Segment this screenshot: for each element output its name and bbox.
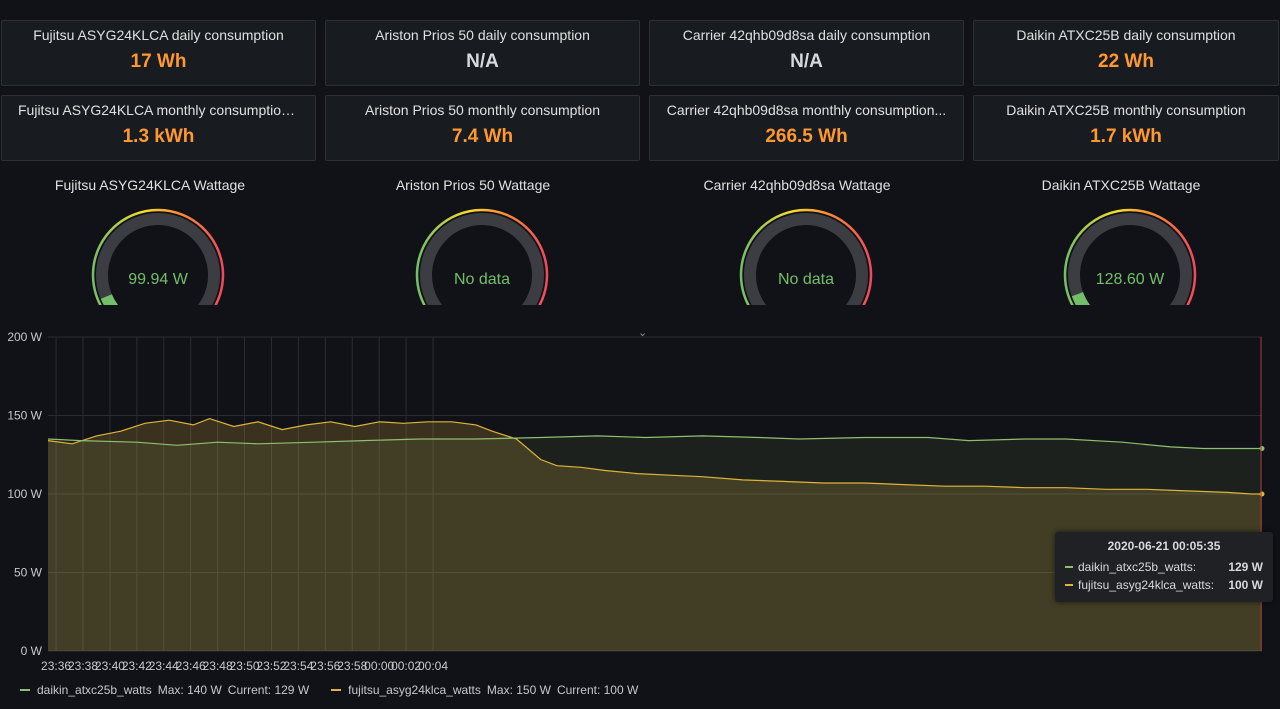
x-tick-label: 23:46 <box>176 659 206 673</box>
legend-current: Current: 100 W <box>556 683 639 697</box>
stat-panel-fujitsu-daily[interactable]: Fujitsu ASYG24KLCA daily consumption 17 … <box>1 20 316 86</box>
legend-series-name: fujitsu_asyg24klca_watts <box>348 683 481 697</box>
x-tick-label: 23:42 <box>122 659 152 673</box>
stat-panel-carrier-monthly[interactable]: Carrier 42qhb09d8sa monthly consumption.… <box>649 95 964 161</box>
gauge-track <box>96 213 220 305</box>
gauge-fill <box>1071 291 1091 305</box>
gauge-title-ariston: Ariston Prios 50 Wattage <box>395 177 551 193</box>
series-color-swatch <box>1065 584 1073 586</box>
y-tick-label: 200 W <box>7 330 42 344</box>
chevron-down-icon[interactable]: ⌄ <box>638 327 648 339</box>
gauge-track <box>1068 213 1192 305</box>
series-color-swatch <box>1065 566 1073 568</box>
gauge-threshold-arc <box>739 208 873 305</box>
stat-panel-ariston-monthly[interactable]: Ariston Prios 50 monthly consumption 7.4… <box>325 95 640 161</box>
tooltip-time: 2020-06-21 00:05:35 <box>1107 539 1221 553</box>
legend-series-name: daikin_atxc25b_watts <box>37 683 152 697</box>
chart-legend: daikin_atxc25b_watts Max: 140 W Current:… <box>20 683 660 697</box>
stat-value: 266.5 Wh <box>765 126 848 147</box>
stat-title: Fujitsu ASYG24KLCA monthly consumption..… <box>18 102 301 118</box>
x-tick-label: 23:48 <box>203 659 233 673</box>
series-line-fujitsu_asyg24klca_watts[interactable] <box>47 417 1262 495</box>
stat-title: Carrier 42qhb09d8sa monthly consumption.… <box>666 102 947 118</box>
stat-panel-fujitsu-monthly[interactable]: Fujitsu ASYG24KLCA monthly consumption..… <box>1 95 316 161</box>
tooltip-series-name: fujitsu_asyg24klca_watts: <box>1078 578 1215 592</box>
stat-value: N/A <box>790 51 823 72</box>
legend-item-daikin[interactable]: daikin_atxc25b_watts Max: 140 W Current:… <box>20 683 315 697</box>
series-line-daikin_atxc25b_watts[interactable] <box>47 435 1262 450</box>
x-tick-label: 23:54 <box>283 659 313 673</box>
gauge-carrier[interactable] <box>736 205 876 305</box>
stat-panel-carrier-daily[interactable]: Carrier 42qhb09d8sa daily consumption N/… <box>649 20 964 86</box>
stat-title: Carrier 42qhb09d8sa daily consumption <box>682 27 931 43</box>
x-tick-label: 23:36 <box>41 659 71 673</box>
series-color-swatch <box>20 689 30 691</box>
gauge-track <box>744 213 868 305</box>
legend-current: Current: 129 W <box>227 683 310 697</box>
x-tick-label: 23:56 <box>310 659 340 673</box>
series-area-fujitsu_asyg24klca_watts <box>48 418 1262 651</box>
stat-value: N/A <box>466 51 499 72</box>
series-point-fujitsu_asyg24klca_watts <box>1259 491 1265 497</box>
gauge-threshold-arc <box>415 208 549 305</box>
stat-panel-daikin-daily[interactable]: Daikin ATXC25B daily consumption 22 Wh <box>973 20 1279 86</box>
y-tick-label: 100 W <box>7 487 42 501</box>
legend-max: Max: 140 W <box>157 683 222 697</box>
gauge-threshold-arc <box>1063 208 1197 305</box>
series-area-daikin_atxc25b_watts <box>48 435 1262 651</box>
stat-value: 7.4 Wh <box>451 126 514 147</box>
x-tick-label: 23:44 <box>149 659 179 673</box>
x-tick-label: 00:02 <box>391 659 421 673</box>
gauge-track <box>420 213 544 305</box>
legend-max: Max: 150 W <box>486 683 551 697</box>
gauge-fill <box>100 294 119 305</box>
gauge-value-daikin: 128.60 W <box>1095 271 1165 288</box>
tooltip-series-name: daikin_atxc25b_watts: <box>1078 560 1197 574</box>
chart-tooltip: 2020-06-21 00:05:35 daikin_atxc25b_watts… <box>1055 532 1273 602</box>
y-tick-label: 0 W <box>21 644 43 658</box>
gauge-title-daikin: Daikin ATXC25B Wattage <box>1041 177 1201 193</box>
legend-item-fujitsu[interactable]: fujitsu_asyg24klca_watts Max: 150 W Curr… <box>331 683 644 697</box>
y-tick-label: 150 W <box>7 409 42 423</box>
stat-title: Ariston Prios 50 monthly consumption <box>365 102 600 118</box>
stat-title: Daikin ATXC25B monthly consumption <box>1006 102 1246 118</box>
tooltip-row-fujitsu: fujitsu_asyg24klca_watts: 100 W <box>1065 576 1263 594</box>
gauge-threshold-arc <box>91 208 225 305</box>
gauge-ariston[interactable] <box>412 205 552 305</box>
stat-value: 22 Wh <box>1098 51 1154 72</box>
gauge-value-fujitsu: 99.94 W <box>128 271 188 288</box>
y-tick-label: 50 W <box>14 566 43 580</box>
x-tick-label: 23:50 <box>230 659 260 673</box>
x-tick-label: 23:38 <box>68 659 98 673</box>
stat-value: 17 Wh <box>130 51 187 72</box>
stat-panel-daikin-monthly[interactable]: Daikin ATXC25B monthly consumption 1.7 k… <box>973 95 1279 161</box>
stat-title: Daikin ATXC25B daily consumption <box>1016 27 1236 43</box>
x-tick-label: 00:00 <box>364 659 394 673</box>
gauge-value-carrier: No data <box>777 271 835 288</box>
x-tick-label: 23:40 <box>95 659 125 673</box>
gauge-title-fujitsu: Fujitsu ASYG24KLCA Wattage <box>54 177 246 193</box>
stat-value: 1.7 kWh <box>1090 126 1162 147</box>
x-tick-label: 00:04 <box>418 659 448 673</box>
gauge-fujitsu[interactable] <box>88 205 228 305</box>
stat-value: 1.3 kWh <box>122 126 195 147</box>
gauge-daikin[interactable] <box>1060 205 1200 305</box>
stat-panel-ariston-daily[interactable]: Ariston Prios 50 daily consumption N/A <box>325 20 640 86</box>
series-point-daikin_atxc25b_watts <box>1259 445 1265 451</box>
stat-title: Fujitsu ASYG24KLCA daily consumption <box>33 27 284 43</box>
tooltip-series-value: 100 W <box>1228 578 1263 592</box>
series-color-swatch <box>331 689 342 691</box>
stat-title: Ariston Prios 50 daily consumption <box>375 27 590 43</box>
tooltip-row-daikin: daikin_atxc25b_watts: 129 W <box>1065 558 1263 576</box>
x-tick-label: 23:58 <box>337 659 367 673</box>
gauge-title-carrier: Carrier 42qhb09d8sa Wattage <box>703 177 891 193</box>
gauge-value-ariston: No data <box>453 271 511 288</box>
x-tick-label: 23:52 <box>256 659 286 673</box>
tooltip-series-value: 129 W <box>1228 560 1263 574</box>
